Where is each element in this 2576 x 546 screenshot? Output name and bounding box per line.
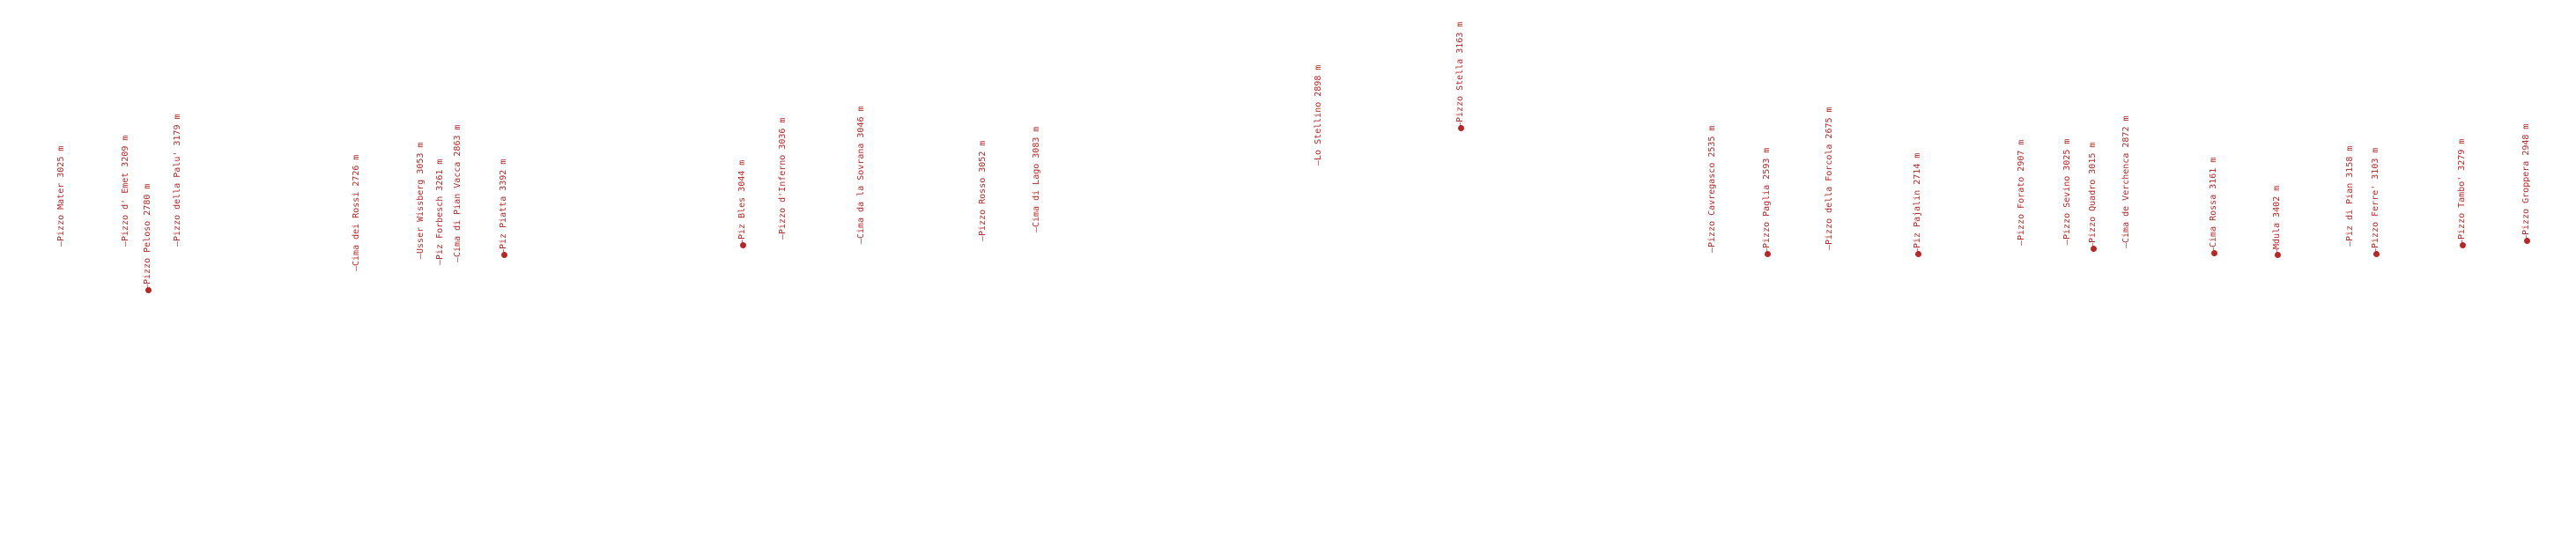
peak-label: —Piz Pajalin 2714 m [1913,152,1922,254]
peak-dot-icon [500,251,507,258]
peak-dot-icon [2090,245,2097,252]
peak-label: —Lo Stellino 2898 m [1314,64,1323,166]
peak-label: —Cima Rossa 3161 m [2209,157,2218,253]
peak-label: —Pizzo Forato 2907 m [2017,139,2026,246]
peak-label: —Pizzo della Forcola 2675 m [1825,107,1834,250]
peak-label: —Pizzo Paglia 2593 m [1762,147,1772,254]
peak-dot-icon [2459,241,2466,248]
peak-label: —Pizzo Quadro 3015 m [2088,142,2098,248]
peak-dot-icon [2274,251,2281,258]
peak-label: —Pizzo d'Inferno 3036 m [778,117,788,240]
peak-dot-icon [2372,250,2380,257]
peak-dot-icon [1914,250,1921,257]
peak-dot-icon [1457,124,1464,131]
peak-label: —Piz di Pian 3158 m [2345,145,2355,247]
peak-label: —Pizzo Groppera 2948 m [2521,123,2531,240]
peak-label: —Pizzo Rosso 3052 m [978,140,988,241]
peak-label: —Cima de Verchenca 2872 m [2121,115,2131,248]
peak-label: —Pizzo della Palu' 3179 m [173,114,182,247]
peak-dot-icon [1764,250,1771,257]
peak-dot-icon [2523,237,2530,244]
peak-label: —Pizzo d' Emet 3209 m [121,135,130,247]
peak-label: —Cima dei Rossi 2726 m [352,154,361,271]
peak-label: —Mdula 3402 m [2272,185,2282,255]
peak-dot-icon [144,286,152,293]
peak-label: —Pizzo Stella 3163 m [1455,21,1465,128]
peak-label: —Cima di Lago 3083 m [1032,126,1041,232]
peak-dot-icon [739,241,746,248]
peak-label: —Piz Bles 3044 m [737,159,747,245]
peak-label: —Pizzo Peloso 2780 m [143,183,152,290]
peak-label: —Pizzo Sevino 3025 m [2062,138,2072,245]
peak-label: —Pizzo Cavregasco 2535 m [1707,125,1717,254]
peak-label: —Piz Piatta 3392 m [499,159,508,255]
peak-label: —Cima di Pian Vacca 2863 m [453,124,463,262]
peak-dot-icon [2210,249,2217,256]
peak-label: —Usser Wissberg 3053 m [416,142,426,259]
peak-label: —Piz Forbesch 3261 m [435,159,445,265]
peak-label: —Pizzo Mater 3025 m [56,145,66,247]
peak-label: —Pizzo Ferre' 3103 m [2371,147,2380,254]
peak-label: —Pizzo Tambo' 3279 m [2457,138,2467,245]
peak-label: —Cima da la Sovrana 3046 m [856,106,866,244]
